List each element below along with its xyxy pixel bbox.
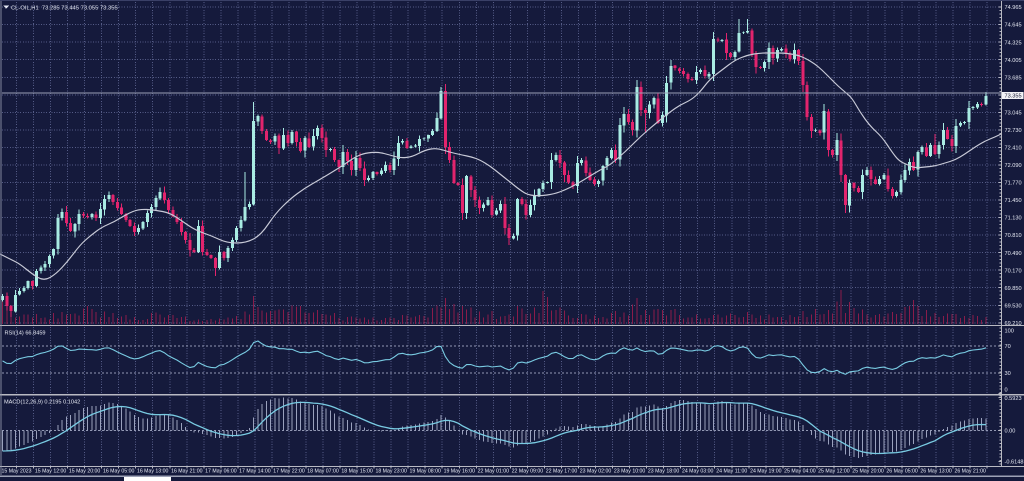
svg-text:72.410: 72.410 [1005, 146, 1022, 152]
svg-text:26 May 21:00: 26 May 21:00 [954, 468, 986, 474]
svg-text:70.170: 70.170 [1005, 268, 1022, 274]
svg-text:73.045: 73.045 [1005, 110, 1022, 116]
svg-text:69.850: 69.850 [1005, 286, 1022, 292]
svg-text:70: 70 [1005, 344, 1011, 350]
svg-text:25 May 12:00: 25 May 12:00 [818, 468, 850, 474]
svg-text:74.325: 74.325 [1005, 40, 1022, 46]
svg-text:30: 30 [1005, 371, 1011, 377]
svg-text:17 May 14:00: 17 May 14:00 [239, 468, 271, 474]
svg-text:69.530: 69.530 [1005, 303, 1022, 309]
svg-text:MACD(12,26,9) 0.2195 0.1042: MACD(12,26,9) 0.2195 0.1042 [4, 400, 80, 406]
svg-text:26 May 13:00: 26 May 13:00 [920, 468, 952, 474]
svg-text:72.730: 72.730 [1005, 128, 1022, 134]
svg-text:15 May 20:00: 15 May 20:00 [69, 468, 101, 474]
svg-text:24 May 03:00: 24 May 03:00 [682, 468, 714, 474]
svg-text:16 May 21:00: 16 May 21:00 [171, 468, 203, 474]
svg-text:16 May 05:00: 16 May 05:00 [103, 468, 135, 474]
svg-text:23 May 18:00: 23 May 18:00 [648, 468, 680, 474]
svg-text:72.090: 72.090 [1005, 163, 1022, 169]
svg-text:73.355: 73.355 [1005, 93, 1022, 99]
svg-text:100: 100 [1005, 329, 1014, 335]
svg-text:18 May 23:00: 18 May 23:00 [375, 468, 407, 474]
svg-text:15 May 12:00: 15 May 12:00 [35, 468, 67, 474]
svg-text:17 May 22:00: 17 May 22:00 [273, 468, 305, 474]
svg-text:70.490: 70.490 [1005, 251, 1022, 257]
svg-text:24 May 19:00: 24 May 19:00 [750, 468, 782, 474]
svg-text:22 May 09:00: 22 May 09:00 [512, 468, 544, 474]
svg-text:25 May 04:00: 25 May 04:00 [784, 468, 816, 474]
svg-text:0.5923: 0.5923 [1005, 396, 1022, 402]
svg-text:19 May 16:00: 19 May 16:00 [444, 468, 476, 474]
svg-text:19 May 08:00: 19 May 08:00 [409, 468, 441, 474]
svg-text:23 May 02:00: 23 May 02:00 [580, 468, 612, 474]
svg-text:18 May 15:00: 18 May 15:00 [341, 468, 373, 474]
svg-text:RSI(14) 66.8459: RSI(14) 66.8459 [5, 331, 46, 337]
svg-text:74.005: 74.005 [1005, 58, 1022, 64]
svg-text:15 May 2023: 15 May 2023 [2, 468, 32, 474]
svg-text:-0.6148: -0.6148 [1005, 460, 1024, 466]
svg-text:69.210: 69.210 [1005, 321, 1022, 327]
svg-text:73.685: 73.685 [1005, 75, 1022, 81]
svg-text:26 May 05:00: 26 May 05:00 [886, 468, 918, 474]
svg-text:24 May 11:00: 24 May 11:00 [716, 468, 747, 474]
svg-text:18 May 07:00: 18 May 07:00 [307, 468, 339, 474]
svg-text:71.450: 71.450 [1005, 198, 1022, 204]
svg-text:17 May 06:00: 17 May 06:00 [205, 468, 237, 474]
svg-text:23 May 10:00: 23 May 10:00 [614, 468, 646, 474]
svg-text:CL-OIL,H1 73.285 73.445 73.05: CL-OIL,H1 73.285 73.445 73.055 73.355 [11, 5, 118, 11]
svg-text:22 May 01:00: 22 May 01:00 [478, 468, 510, 474]
svg-text:0.00: 0.00 [1005, 429, 1016, 435]
svg-text:16 May 13:00: 16 May 13:00 [137, 468, 169, 474]
svg-text:0: 0 [1005, 388, 1008, 394]
svg-text:22 May 17:00: 22 May 17:00 [546, 468, 578, 474]
svg-text:74.965: 74.965 [1005, 5, 1022, 11]
svg-text:25 May 20:00: 25 May 20:00 [852, 468, 884, 474]
svg-text:71.770: 71.770 [1005, 181, 1022, 187]
svg-text:74.645: 74.645 [1005, 23, 1022, 29]
svg-text:70.810: 70.810 [1005, 233, 1022, 239]
svg-text:71.130: 71.130 [1005, 216, 1022, 222]
